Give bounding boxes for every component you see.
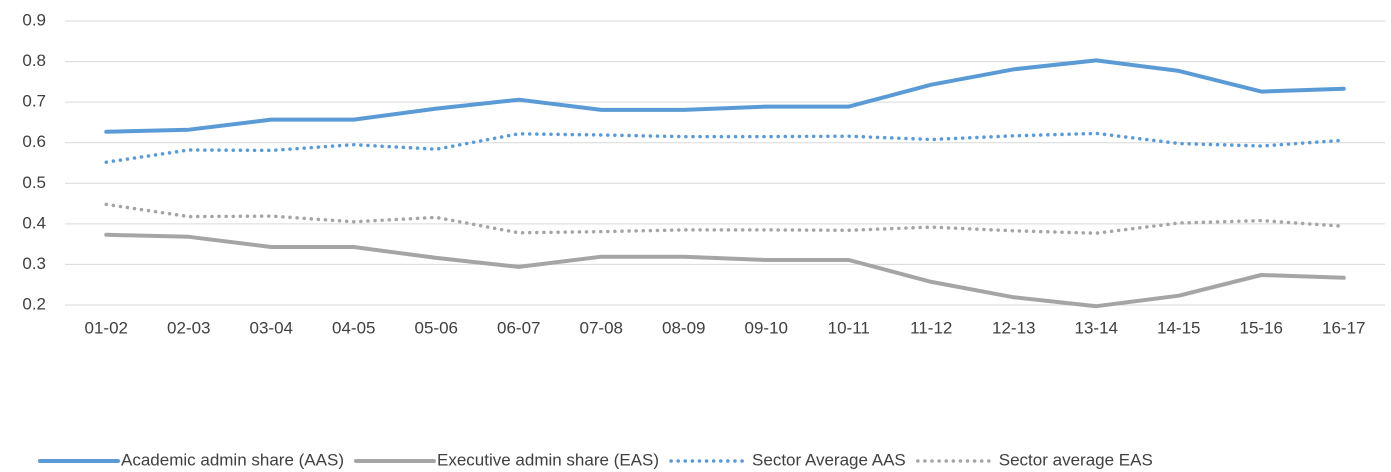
- x-tick-label: 12-13: [992, 318, 1035, 337]
- x-tick-label: 03-04: [250, 318, 293, 337]
- x-tick-label: 09-10: [745, 318, 788, 337]
- series-line: [104, 131, 1346, 164]
- x-tick-label: 15-16: [1240, 318, 1283, 337]
- x-tick-label: 13-14: [1075, 318, 1118, 337]
- y-tick-label: 0.5: [22, 173, 46, 192]
- x-tick-label: 05-06: [415, 318, 458, 337]
- y-tick-label: 0.2: [22, 294, 46, 313]
- series-line: [104, 58, 1346, 134]
- y-tick-label: 0.6: [22, 132, 46, 151]
- x-tick-label: 14-15: [1157, 318, 1200, 337]
- x-tick-label: 01-02: [85, 318, 128, 337]
- y-tick-label: 0.9: [22, 10, 46, 29]
- x-tick-label: 08-09: [662, 318, 705, 337]
- y-tick-label: 0.3: [22, 254, 46, 273]
- y-tick-label: 0.8: [22, 51, 46, 70]
- x-tick-label: 10-11: [828, 318, 870, 337]
- x-tick-label: 16-17: [1322, 318, 1365, 337]
- legend-label: Executive admin share (EAS): [437, 450, 659, 469]
- legend-label: Sector Average AAS: [752, 450, 906, 469]
- x-tick-label: 06-07: [497, 318, 540, 337]
- x-tick-label: 07-08: [580, 318, 623, 337]
- series-line: [104, 202, 1346, 235]
- y-tick-label: 0.4: [22, 213, 46, 232]
- y-tick-label: 0.7: [22, 92, 46, 111]
- x-tick-label: 04-05: [332, 318, 375, 337]
- legend-label: Sector average EAS: [999, 450, 1153, 469]
- x-tick-label: 02-03: [167, 318, 210, 337]
- x-tick-label: 11-12: [910, 318, 952, 337]
- series-line: [104, 232, 1346, 309]
- legend-label: Academic admin share (AAS): [121, 450, 344, 469]
